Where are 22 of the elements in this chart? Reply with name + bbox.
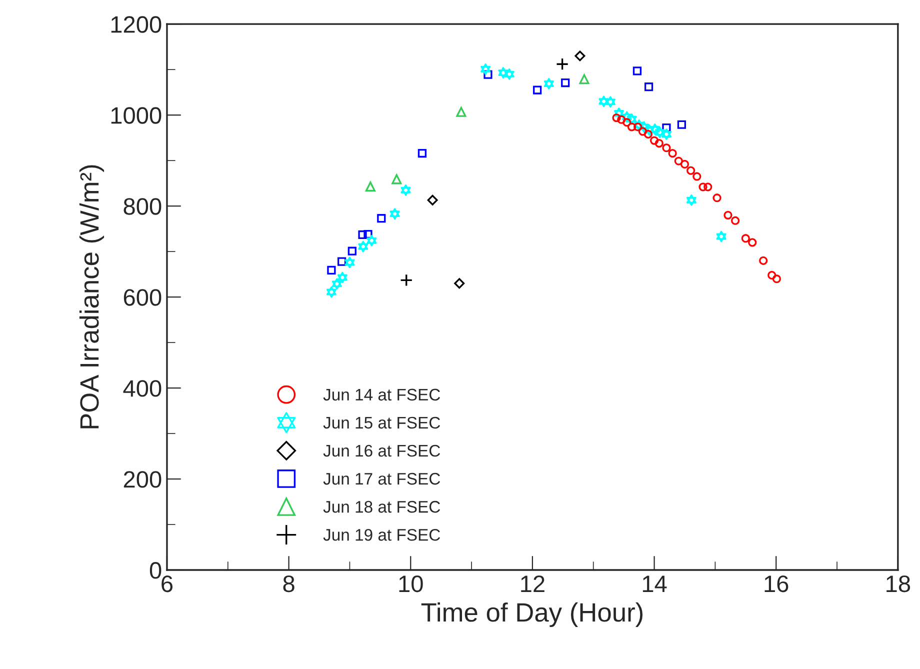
x-axis-title: Time of Day (Hour) [421,602,642,628]
legend-label: Jun 18 at FSEC [323,500,440,513]
legend-label: Jun 17 at FSEC [323,472,440,485]
legend-label: Jun 14 at FSEC [323,388,440,401]
x-tick-label: 12 [521,575,544,592]
y-tick-label: 400 [123,380,162,397]
y-tick-label: 1200 [111,16,162,33]
legend-label: Jun 15 at FSEC [323,416,440,429]
legend-label: Jun 19 at FSEC [323,528,440,541]
y-tick-label: 800 [124,198,162,215]
x-tick-label: 16 [764,575,788,592]
x-tick-label: 8 [283,575,294,592]
y-tick-label: 600 [124,289,162,306]
x-tick-label: 14 [642,576,667,592]
y-tick-label: 0 [150,562,162,579]
y-tick-label: 200 [124,471,162,488]
legend-label: Jun 16 at FSEC [323,444,440,457]
x-tick-label: 6 [162,575,173,592]
x-tick-label: 18 [886,575,910,592]
y-tick-label: 1000 [111,107,162,124]
y-axis-title: POA Irradiance (W/m²) [79,165,104,428]
x-tick-label: 10 [399,575,423,592]
